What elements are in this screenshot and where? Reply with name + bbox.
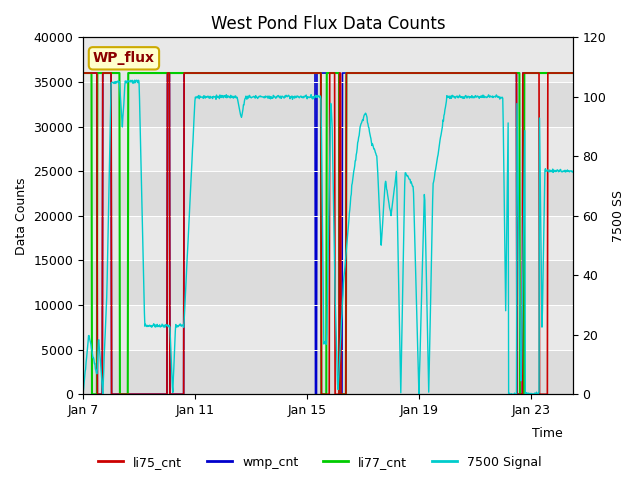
Bar (83, 305, 573, 349)
Legend: li75_cnt, wmp_cnt, li77_cnt, 7500 Signal: li75_cnt, wmp_cnt, li77_cnt, 7500 Signal (93, 451, 547, 474)
Y-axis label: 7500 SS: 7500 SS (612, 190, 625, 242)
Text: WP_flux: WP_flux (93, 51, 155, 65)
Title: West Pond Flux Data Counts: West Pond Flux Data Counts (211, 15, 445, 33)
Bar (83, 127, 573, 171)
Text: Time: Time (532, 427, 563, 440)
Bar (83, 37, 573, 82)
Bar (83, 216, 573, 261)
Bar (83, 82, 573, 127)
Bar (83, 171, 573, 216)
Bar (83, 349, 573, 394)
Y-axis label: Data Counts: Data Counts (15, 177, 28, 254)
Bar (83, 261, 573, 305)
